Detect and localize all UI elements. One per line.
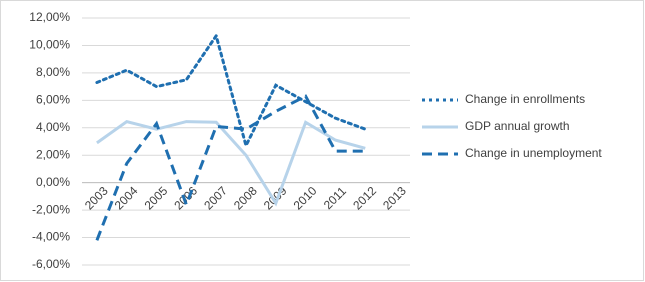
series-line bbox=[95, 32, 367, 150]
y-tick-label: 2,00% bbox=[36, 147, 70, 161]
y-tick-label: 8,00% bbox=[36, 65, 70, 79]
y-tick-label: 12,00% bbox=[29, 10, 70, 24]
y-tick-label: -6,00% bbox=[32, 257, 70, 271]
legend-label: Change in unemployment bbox=[465, 146, 602, 160]
y-tick-label: 6,00% bbox=[36, 93, 70, 107]
y-tick-label: -2,00% bbox=[32, 202, 70, 216]
y-tick-label: 4,00% bbox=[36, 120, 70, 134]
series-line bbox=[96, 119, 366, 207]
y-tick-label: -4,00% bbox=[32, 230, 70, 244]
legend-label: Change in enrollments bbox=[465, 92, 585, 106]
y-tick-label: 0,00% bbox=[36, 175, 70, 189]
y-tick-label: 10,00% bbox=[29, 38, 70, 52]
legend-label: GDP annual growth bbox=[465, 119, 570, 133]
